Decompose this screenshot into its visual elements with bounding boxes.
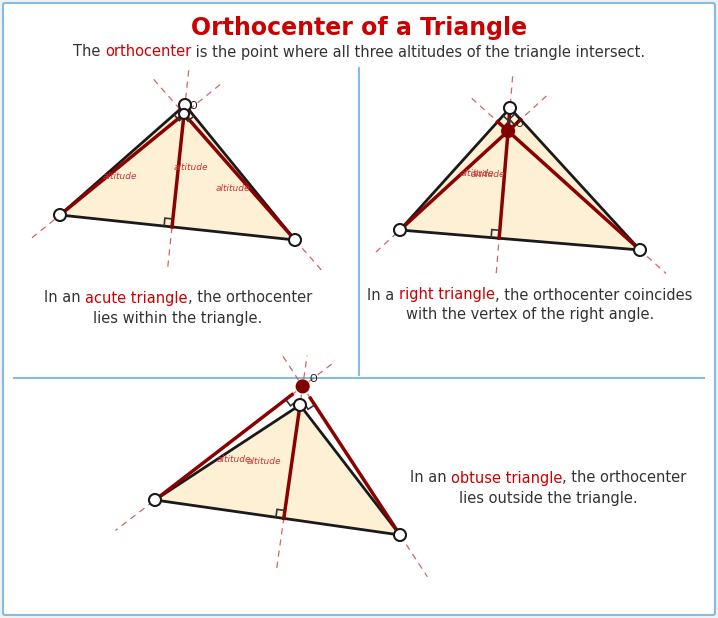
Text: altitude: altitude [216, 455, 251, 464]
Text: , the orthocenter: , the orthocenter [187, 290, 312, 305]
Circle shape [394, 224, 406, 236]
Text: right triangle: right triangle [399, 287, 495, 302]
Circle shape [502, 125, 514, 137]
Text: altitude: altitude [460, 169, 494, 177]
Text: altitude: altitude [102, 172, 136, 181]
Text: altitude: altitude [247, 457, 281, 466]
Text: In an: In an [409, 470, 451, 486]
Polygon shape [155, 405, 400, 535]
Text: altitude: altitude [173, 163, 208, 172]
Text: O: O [515, 119, 523, 129]
Polygon shape [400, 108, 640, 250]
Circle shape [54, 209, 66, 221]
Circle shape [294, 399, 306, 411]
Text: obtuse triangle: obtuse triangle [451, 470, 562, 486]
Text: is the point where all three altitudes of the triangle intersect.: is the point where all three altitudes o… [191, 44, 645, 59]
Text: lies within the triangle.: lies within the triangle. [93, 310, 263, 326]
Circle shape [179, 109, 189, 119]
Text: In a: In a [368, 287, 399, 302]
Text: The: The [73, 44, 105, 59]
Circle shape [297, 381, 309, 392]
Circle shape [289, 234, 301, 246]
Text: altitude: altitude [471, 171, 505, 179]
Circle shape [504, 102, 516, 114]
Text: lies outside the triangle.: lies outside the triangle. [459, 491, 638, 506]
Text: orthocenter: orthocenter [105, 44, 191, 59]
Text: , the orthocenter: , the orthocenter [562, 470, 686, 486]
Text: , the orthocenter coincides: , the orthocenter coincides [495, 287, 693, 302]
FancyBboxPatch shape [3, 3, 715, 615]
Circle shape [394, 529, 406, 541]
Polygon shape [60, 105, 295, 240]
Text: O: O [189, 101, 197, 111]
Text: O: O [309, 375, 317, 384]
Text: with the vertex of the right angle.: with the vertex of the right angle. [406, 308, 654, 323]
Circle shape [179, 99, 191, 111]
Text: In an: In an [44, 290, 85, 305]
Circle shape [149, 494, 161, 506]
Text: Orthocenter of a Triangle: Orthocenter of a Triangle [191, 16, 527, 40]
Text: altitude: altitude [215, 184, 250, 193]
Text: acute triangle: acute triangle [85, 290, 187, 305]
Circle shape [634, 244, 646, 256]
